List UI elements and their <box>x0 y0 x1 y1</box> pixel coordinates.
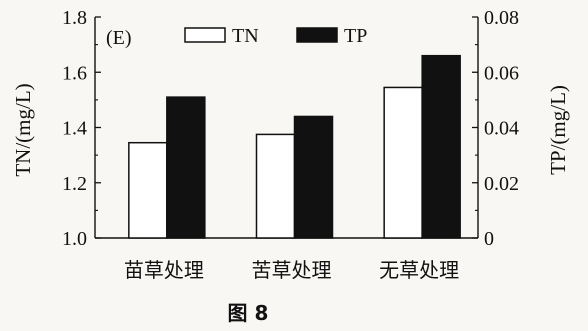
category-label: 苦草处理 <box>252 258 332 282</box>
y-tick-label: 1.6 <box>62 62 87 84</box>
legend-label-tp: TP <box>344 25 367 47</box>
bar-tn <box>255 133 296 239</box>
y-tick-label: 1.0 <box>62 228 87 250</box>
category-label: 无草处理 <box>379 258 459 282</box>
bar-tp <box>421 54 461 239</box>
legend-swatch-tp <box>296 27 338 43</box>
y-tick-label: 1.2 <box>62 173 87 195</box>
y-tick-label: 1.4 <box>62 118 87 140</box>
bars-group <box>128 54 461 239</box>
y2-tick-label: 0.02 <box>484 173 519 195</box>
y2-tick-label: 0.06 <box>484 62 519 84</box>
bar-tp <box>166 96 206 239</box>
y-tick-label: 1.8 <box>62 7 87 29</box>
figure-caption: 图 8 <box>228 301 269 325</box>
legend-label-tn: TN <box>232 25 259 47</box>
y2-tick-label: 0.08 <box>484 7 519 29</box>
panel-label: (E) <box>106 27 132 49</box>
legend-swatch-tn <box>184 27 226 43</box>
legend: TN TP <box>184 25 367 47</box>
y-axis-title: TN/(mg/L) <box>11 83 35 176</box>
ticks-group: 1.0 1.2 1.4 1.6 1.8 0 0.02 0.04 0.06 0.08 <box>62 7 519 250</box>
bar-tn <box>128 141 168 239</box>
bar-tp <box>293 115 334 239</box>
bar-tn <box>383 86 423 239</box>
category-labels-group: 苗草处理 苦草处理 无草处理 <box>124 258 459 282</box>
y2-tick-label: 0.04 <box>484 118 519 140</box>
y2-tick-label: 0 <box>484 228 494 250</box>
y2-axis-title: TP/(mg/L) <box>546 85 570 175</box>
category-label: 苗草处理 <box>124 258 204 282</box>
